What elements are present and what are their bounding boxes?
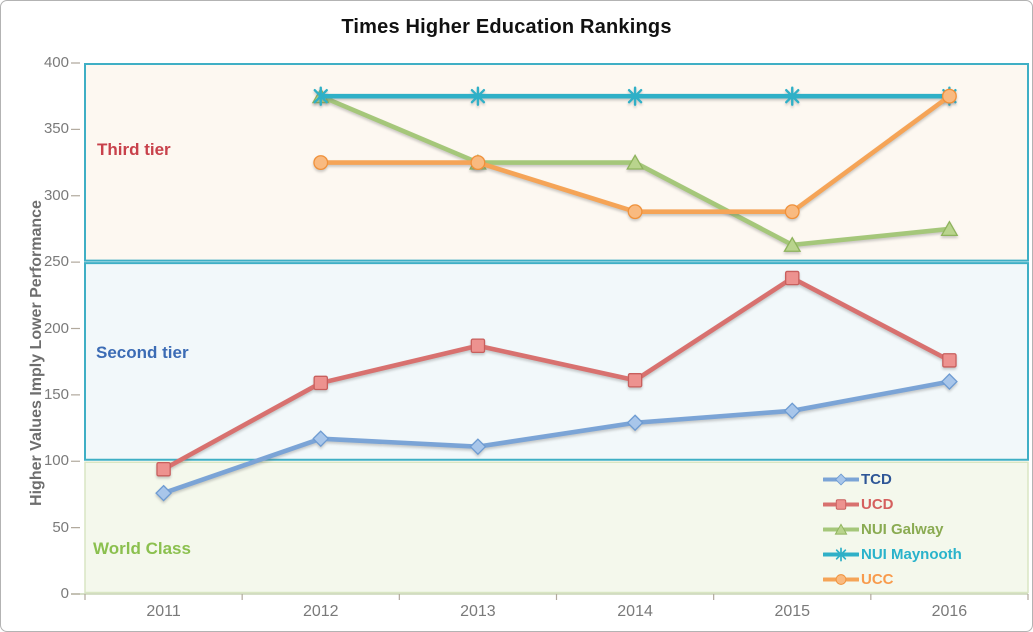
series-point-ucc[interactable] bbox=[941, 88, 957, 104]
series-point-ucc[interactable] bbox=[784, 204, 800, 220]
legend-marker-tcd bbox=[823, 472, 859, 487]
chart-title[interactable]: Times Higher Education Rankings bbox=[341, 16, 672, 38]
legend-swatch-svg bbox=[823, 547, 859, 562]
x-tick-label-2012: 2012 bbox=[302, 603, 339, 620]
series-point-nui-maynooth-spoke bbox=[627, 88, 643, 104]
x-tick-label-2016: 2016 bbox=[931, 603, 968, 620]
x-tick-label-2013: 2013 bbox=[460, 603, 496, 620]
legend-marker-shape bbox=[834, 473, 848, 486]
legend-marker-shape-spoke bbox=[835, 549, 847, 560]
legend-marker-shape bbox=[835, 547, 847, 562]
legend-label-ucc: UCC bbox=[861, 571, 894, 588]
legend-item-nui-galway[interactable]: NUI Galway bbox=[823, 517, 962, 542]
series-tcd[interactable] bbox=[155, 373, 958, 502]
series-point-nui-maynooth-spoke bbox=[313, 88, 328, 104]
legend-marker-ucd bbox=[823, 497, 859, 512]
legend-swatch-svg bbox=[823, 499, 859, 510]
series-point-nui-maynooth[interactable] bbox=[313, 86, 328, 106]
chart-legend: TCD UCD NUI Galway NUI Maynooth UCC bbox=[823, 467, 962, 592]
series-point-tcd[interactable] bbox=[155, 484, 173, 502]
series-point-nui-galway[interactable] bbox=[940, 220, 959, 236]
y-tick-label-200: 200 bbox=[43, 319, 69, 337]
band-label-third-tier: Third tier bbox=[97, 140, 171, 159]
legend-marker-shape bbox=[834, 523, 848, 535]
series-ucd[interactable] bbox=[156, 270, 957, 477]
y-tick-label-50: 50 bbox=[52, 518, 69, 536]
band-label-second-tier: Second tier bbox=[96, 343, 189, 362]
legend-item-tcd[interactable]: TCD bbox=[823, 467, 962, 492]
series-point-nui-galway[interactable] bbox=[626, 154, 645, 170]
legend-label-ucd: UCD bbox=[861, 496, 894, 513]
legend-swatch-svg bbox=[823, 523, 859, 535]
series-point-ucd[interactable] bbox=[627, 373, 643, 388]
series-point-ucd[interactable] bbox=[785, 270, 800, 286]
series-point-nui-maynooth-spoke bbox=[470, 88, 486, 104]
series-point-tcd[interactable] bbox=[940, 373, 958, 391]
series-point-nui-maynooth-spoke bbox=[785, 88, 800, 104]
series-point-ucd[interactable] bbox=[470, 338, 486, 354]
series-point-nui-maynooth[interactable] bbox=[627, 86, 643, 106]
y-tick-label-350: 350 bbox=[43, 120, 69, 138]
series-point-tcd[interactable] bbox=[626, 414, 644, 432]
series-point-nui-maynooth[interactable] bbox=[470, 86, 486, 106]
series-line-ucd[interactable] bbox=[161, 275, 952, 472]
legend-label-nui-maynooth: NUI Maynooth bbox=[861, 546, 962, 563]
legend-marker-ucc bbox=[823, 572, 859, 587]
series-point-ucd[interactable] bbox=[942, 353, 957, 368]
y-tick-label-300: 300 bbox=[43, 186, 69, 204]
band-label-world-class: World Class bbox=[93, 539, 191, 558]
legend-label-tcd: TCD bbox=[861, 471, 892, 488]
y-tick-label-400: 400 bbox=[43, 54, 69, 71]
series-point-tcd[interactable] bbox=[469, 438, 487, 456]
legend-marker-shape bbox=[835, 499, 847, 510]
legend-marker-shape bbox=[835, 574, 847, 585]
series-point-nui-maynooth[interactable] bbox=[785, 86, 800, 106]
legend-label-nui-galway: NUI Galway bbox=[861, 521, 944, 538]
legend-marker-nui-galway bbox=[823, 522, 859, 537]
x-tick-label-2014: 2014 bbox=[617, 603, 653, 620]
y-tick-label-100: 100 bbox=[43, 452, 69, 470]
legend-item-ucc[interactable]: UCC bbox=[823, 567, 962, 592]
series-point-tcd[interactable] bbox=[312, 430, 330, 448]
series-line-tcd[interactable] bbox=[161, 379, 952, 496]
series-point-tcd[interactable] bbox=[783, 402, 801, 420]
legend-marker-nui-maynooth bbox=[823, 547, 859, 562]
legend-swatch-svg bbox=[823, 574, 859, 585]
legend-item-nui-maynooth[interactable]: NUI Maynooth bbox=[823, 542, 962, 567]
y-tick-label-0: 0 bbox=[60, 585, 69, 602]
y-tick-label-150: 150 bbox=[43, 385, 69, 403]
series-point-nui-galway[interactable] bbox=[783, 236, 802, 252]
legend-item-ucd[interactable]: UCD bbox=[823, 492, 962, 517]
series-point-ucc[interactable] bbox=[470, 155, 486, 171]
series-point-ucc[interactable] bbox=[627, 204, 643, 220]
x-tick-label-2011: 2011 bbox=[146, 603, 181, 620]
series-point-ucd[interactable] bbox=[313, 375, 328, 391]
legend-swatch-svg bbox=[823, 473, 859, 486]
band-world-class bbox=[84, 461, 1029, 594]
y-tick-label-250: 250 bbox=[43, 253, 69, 271]
series-point-ucd[interactable] bbox=[156, 461, 171, 477]
series-point-ucc[interactable] bbox=[313, 155, 329, 171]
x-tick-label-2015: 2015 bbox=[774, 603, 811, 620]
series-ucc[interactable] bbox=[313, 88, 957, 220]
